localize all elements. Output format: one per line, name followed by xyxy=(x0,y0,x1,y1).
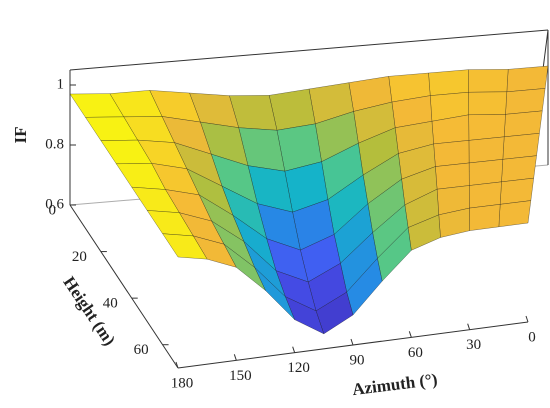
surface-cell xyxy=(503,110,543,138)
x-tick-label: 120 xyxy=(287,360,310,376)
x-tick xyxy=(233,354,237,361)
x-axis-label: Azimuth (°) xyxy=(351,370,438,399)
surface-cell xyxy=(468,159,504,186)
surface-cell xyxy=(499,177,534,205)
box-edge xyxy=(69,29,549,71)
z-axis-label: IF xyxy=(11,127,30,144)
surface-cell xyxy=(468,114,506,141)
x-tick-label: 90 xyxy=(350,352,365,368)
x-tick-label: 60 xyxy=(408,345,423,361)
surface-cell xyxy=(162,233,208,260)
surface-cell xyxy=(501,155,537,183)
surface-cell xyxy=(435,162,470,190)
surface-cell xyxy=(469,181,502,209)
surface xyxy=(69,65,549,335)
x-tick xyxy=(350,338,354,346)
surface-cell xyxy=(505,88,546,115)
surface-cell xyxy=(428,69,469,96)
surface-cell xyxy=(469,204,501,231)
front-axes: 0 30 60 90 120 150 180 0 20 40 60 xyxy=(49,202,536,391)
x-tick-label: 150 xyxy=(229,368,252,384)
x-tick xyxy=(525,315,529,323)
surface-cell xyxy=(268,88,316,131)
y-axis-line xyxy=(69,204,179,369)
z-tick-label: 1 xyxy=(57,76,65,92)
y-tick-label: 60 xyxy=(134,342,149,358)
surface-cell xyxy=(468,136,505,164)
surface-cell xyxy=(433,140,470,167)
x-tick-label: 0 xyxy=(528,329,536,345)
surface-cell xyxy=(468,91,508,116)
surface-cell xyxy=(506,65,549,93)
x-tick xyxy=(175,361,179,369)
surface-cell xyxy=(468,69,509,93)
z-tick-label: 0.8 xyxy=(45,136,64,152)
y-tick-label: 40 xyxy=(103,296,118,312)
x-tick xyxy=(467,323,471,330)
y-tick-label: 0 xyxy=(49,202,57,218)
y-tick-label: 20 xyxy=(72,249,87,265)
x-tick xyxy=(292,346,296,353)
x-tick xyxy=(408,331,412,338)
surface-cell xyxy=(502,133,540,160)
x-tick-label: 30 xyxy=(466,337,481,353)
z-tick-label: 0.6 xyxy=(45,196,64,212)
x-tick-label: 180 xyxy=(171,375,194,391)
surface-cell xyxy=(498,200,532,228)
